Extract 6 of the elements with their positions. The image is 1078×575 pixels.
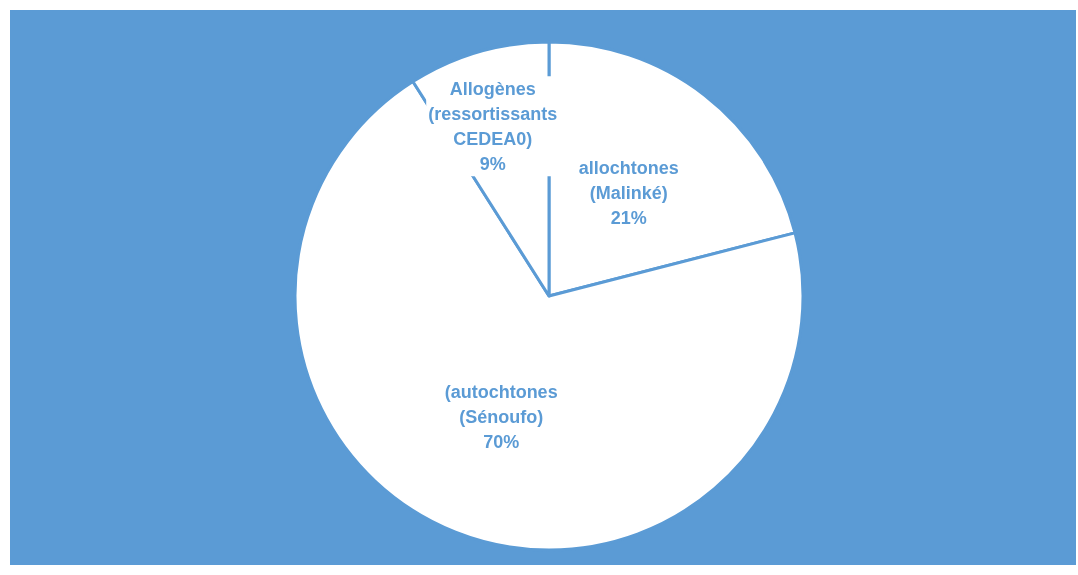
slice-label: (autochtones (Sénoufo) [444,381,558,427]
data-label: 21% [610,208,647,229]
slice-label: Allogènes (ressortissants CEDEA0) [428,78,558,149]
data-label: 70% [483,431,520,452]
data-label: 9% [479,153,506,174]
slice-label: allochtones (Malinké) [578,158,679,204]
